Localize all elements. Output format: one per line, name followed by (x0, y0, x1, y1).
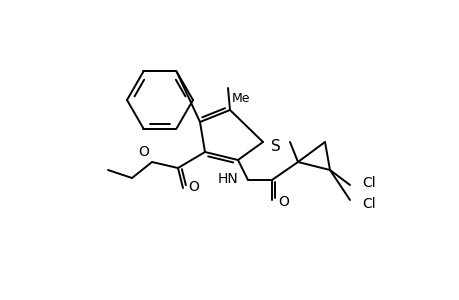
Text: O: O (277, 195, 288, 209)
Text: HN: HN (217, 172, 237, 186)
Text: Cl: Cl (361, 176, 375, 190)
Text: Cl: Cl (361, 197, 375, 211)
Text: O: O (188, 180, 198, 194)
Text: S: S (270, 139, 280, 154)
Text: Me: Me (231, 92, 250, 105)
Text: O: O (138, 145, 149, 159)
